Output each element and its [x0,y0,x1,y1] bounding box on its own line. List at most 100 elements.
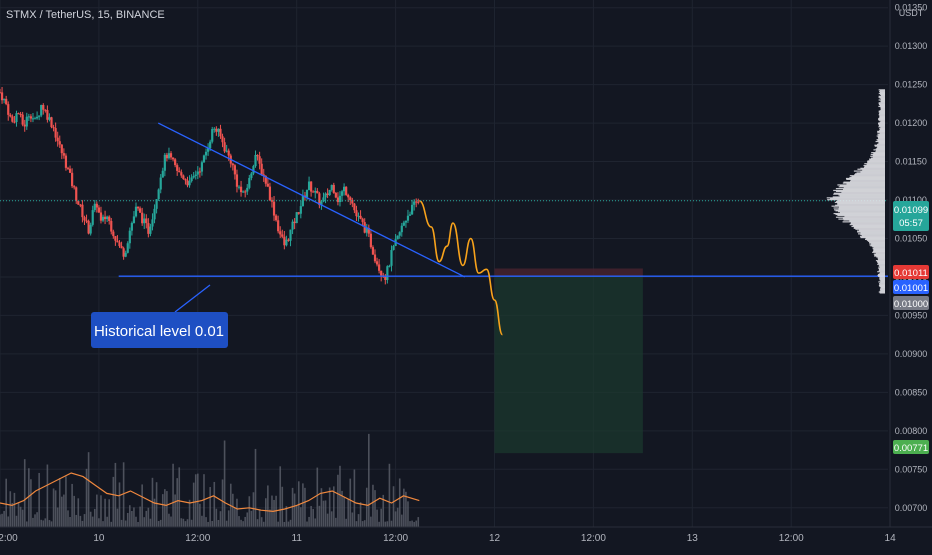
volume-bar [269,509,271,527]
candle-body [378,264,381,271]
candle-body [155,199,158,209]
volume-profile-bar [880,286,885,289]
volume-bar [267,485,269,527]
volume-profile-bar [879,292,885,294]
volume-bar [168,513,170,527]
candle-body [281,234,284,237]
candle-body [408,214,412,216]
volume-bar [207,521,209,527]
volume-bar [388,463,391,527]
entry-price-text: 0.01001 [894,283,928,294]
candle-body [11,116,14,122]
candle-body [139,208,142,213]
volume-profile-bar [852,224,885,227]
volume-bars [0,433,420,527]
volume-bar [337,474,339,527]
candle-body [219,128,222,137]
volume-profile-bar [834,201,885,204]
candle-body [108,216,111,221]
volume-profile-bar [879,121,885,123]
y-tick-label: 0.00950 [895,310,928,320]
candle-body [101,216,105,221]
volume-bar [61,496,63,527]
volume-profile-bar [878,291,885,293]
volume-bar [287,521,290,527]
volume-bar [166,491,168,527]
candle-body [52,127,55,129]
volume-bar [339,465,341,527]
candle-body [176,165,179,171]
candle-body [21,114,24,125]
projected-price-path[interactable] [418,199,504,336]
volume-profile-bar [879,290,885,292]
volume-bar [174,494,176,527]
volume-profile-bar [867,160,885,162]
volume-profile-bar [877,260,885,263]
candle-body [60,144,63,154]
volume-bar [201,515,203,527]
volume-profile-bar [878,104,885,106]
candle-body [17,113,20,115]
volume-profile-bar [878,124,885,126]
volume-profile-bar [874,144,885,146]
volume-profile-bar [870,155,885,157]
volume-bar [368,433,370,527]
volume-bar [120,519,123,527]
volume-profile-bar [877,146,885,148]
volume-profile-bar [835,204,885,206]
candle-body [353,203,356,211]
volume-bar [238,516,240,527]
volume-profile-bar [877,130,885,132]
volume-bar [112,476,115,527]
candle-body [324,193,327,198]
annotation-box[interactable] [91,312,228,348]
volume-profile-bar [879,115,885,117]
candle-body [174,159,177,166]
volume-profile-bar [853,227,885,229]
y-tick-label: 0.00900 [895,349,928,359]
candle-body [23,124,26,127]
volume-profile-bar [877,133,885,135]
volume-profile-bar [860,232,885,234]
candle-body [233,165,236,175]
volume-bar [192,482,195,527]
volume-profile-bar [832,196,885,198]
volume-bar [242,521,244,527]
volume-bar [341,490,343,527]
annotation-callout[interactable]: Historical level 0.01 [91,312,228,348]
volume-profile-bar [839,212,885,214]
candle-body [287,239,290,241]
volume-profile-bar [875,151,885,153]
volume-bar [213,481,216,527]
volume-bar [85,468,88,527]
volume-profile-bar [878,268,885,270]
descending-trendline[interactable] [157,122,466,278]
y-tick-label: 0.00850 [895,387,928,397]
volume-bar [365,487,368,527]
candle-body [91,210,94,225]
volume-bar [306,521,308,527]
y-tick-label: 0.01250 [895,80,928,90]
price-axis-panel[interactable] [890,0,932,527]
volume-profile-bar [842,188,885,191]
candle-body [213,128,216,130]
volume-profile-bar [871,243,885,245]
volume-profile-bar [865,237,885,240]
volume-bar [149,518,152,527]
volume-bar [100,495,102,527]
candle-body [42,104,45,110]
volume-bar [258,509,261,527]
time-axis-ticks[interactable]: 2:00 10 12:00 11 12:00 12 12:00 13 12:00 14 [0,533,896,544]
candle-body [396,235,399,240]
volume-bar [225,520,228,527]
volume-profile-bar [833,209,885,211]
volume-bar [87,452,90,527]
candle-body [29,116,33,119]
volume-bar [400,514,403,527]
volume-profile-bar [878,284,885,287]
volume-profile-bar [877,136,885,138]
candle-body [351,200,354,204]
